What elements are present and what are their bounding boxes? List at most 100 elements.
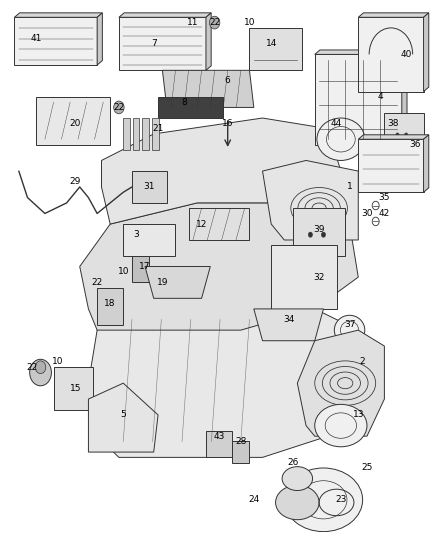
Bar xyxy=(132,256,149,282)
Polygon shape xyxy=(250,28,302,70)
Polygon shape xyxy=(102,118,341,224)
Ellipse shape xyxy=(334,316,365,345)
Circle shape xyxy=(114,101,124,114)
Text: 31: 31 xyxy=(144,182,155,191)
Text: 37: 37 xyxy=(344,320,355,329)
Text: 3: 3 xyxy=(134,230,139,239)
Text: 20: 20 xyxy=(70,119,81,128)
Text: 34: 34 xyxy=(283,315,294,324)
Text: 18: 18 xyxy=(104,299,116,308)
Text: 6: 6 xyxy=(225,76,230,85)
Text: 15: 15 xyxy=(70,384,81,393)
Ellipse shape xyxy=(282,467,313,490)
Text: 11: 11 xyxy=(187,18,199,27)
Text: 21: 21 xyxy=(152,124,164,133)
Ellipse shape xyxy=(317,118,365,160)
Bar xyxy=(293,208,345,256)
Bar xyxy=(142,118,149,150)
Text: 22: 22 xyxy=(92,278,103,287)
Polygon shape xyxy=(145,266,210,298)
Polygon shape xyxy=(119,13,211,17)
Ellipse shape xyxy=(284,468,363,531)
Polygon shape xyxy=(123,224,176,256)
Polygon shape xyxy=(97,13,102,65)
Polygon shape xyxy=(80,203,358,330)
Text: 35: 35 xyxy=(378,193,390,202)
Text: 5: 5 xyxy=(120,410,126,419)
Polygon shape xyxy=(132,171,167,203)
Polygon shape xyxy=(315,50,407,54)
Text: 22: 22 xyxy=(113,103,124,112)
Text: 8: 8 xyxy=(181,98,187,107)
Text: 22: 22 xyxy=(26,363,38,372)
Polygon shape xyxy=(158,97,223,118)
Polygon shape xyxy=(162,70,254,108)
Text: 14: 14 xyxy=(265,39,277,49)
Polygon shape xyxy=(358,13,429,17)
Polygon shape xyxy=(315,54,402,144)
Text: 16: 16 xyxy=(222,119,233,128)
Text: 40: 40 xyxy=(400,50,412,59)
Circle shape xyxy=(30,359,51,386)
Polygon shape xyxy=(358,135,429,139)
Text: 28: 28 xyxy=(235,437,247,446)
Polygon shape xyxy=(36,97,110,144)
Text: 2: 2 xyxy=(360,358,365,367)
Text: 24: 24 xyxy=(248,495,259,504)
Text: 38: 38 xyxy=(387,119,399,128)
Polygon shape xyxy=(358,139,424,192)
Text: 36: 36 xyxy=(409,140,420,149)
Ellipse shape xyxy=(276,485,319,520)
Bar xyxy=(271,245,336,309)
Ellipse shape xyxy=(315,405,367,447)
Text: 32: 32 xyxy=(314,272,325,281)
Polygon shape xyxy=(358,17,424,92)
Polygon shape xyxy=(88,383,158,452)
Text: 30: 30 xyxy=(361,209,373,218)
Bar xyxy=(206,431,232,457)
Text: 41: 41 xyxy=(31,34,42,43)
Polygon shape xyxy=(402,50,407,144)
Circle shape xyxy=(35,361,46,374)
Text: 17: 17 xyxy=(139,262,151,271)
Text: 10: 10 xyxy=(117,268,129,276)
Text: 13: 13 xyxy=(353,410,364,419)
Bar xyxy=(123,118,130,150)
Circle shape xyxy=(209,16,220,29)
Text: 42: 42 xyxy=(379,209,390,218)
Circle shape xyxy=(404,133,408,137)
Text: 4: 4 xyxy=(377,92,383,101)
Text: 22: 22 xyxy=(209,18,220,27)
Bar xyxy=(97,288,123,325)
Text: 19: 19 xyxy=(157,278,168,287)
Polygon shape xyxy=(206,13,211,70)
Polygon shape xyxy=(424,135,429,192)
Polygon shape xyxy=(262,160,358,240)
Text: 29: 29 xyxy=(70,177,81,186)
Circle shape xyxy=(308,232,313,237)
Circle shape xyxy=(321,232,325,237)
Polygon shape xyxy=(297,330,385,436)
Bar xyxy=(232,441,250,463)
Text: 25: 25 xyxy=(361,464,373,472)
Text: 43: 43 xyxy=(213,432,225,441)
Polygon shape xyxy=(14,17,97,65)
Text: 44: 44 xyxy=(331,119,342,128)
Text: 10: 10 xyxy=(52,358,64,367)
Bar xyxy=(385,113,424,150)
Text: 39: 39 xyxy=(313,225,325,234)
Circle shape xyxy=(396,133,399,137)
Polygon shape xyxy=(119,17,206,70)
Polygon shape xyxy=(88,298,358,457)
Bar xyxy=(133,118,139,150)
Text: 12: 12 xyxy=(196,220,207,229)
Polygon shape xyxy=(254,309,323,341)
Text: 23: 23 xyxy=(335,495,346,504)
Text: 1: 1 xyxy=(347,182,353,191)
Polygon shape xyxy=(188,208,250,240)
Polygon shape xyxy=(424,13,429,92)
Text: 7: 7 xyxy=(151,39,157,49)
Text: 10: 10 xyxy=(244,18,255,27)
Polygon shape xyxy=(14,13,102,17)
Bar xyxy=(152,118,159,150)
